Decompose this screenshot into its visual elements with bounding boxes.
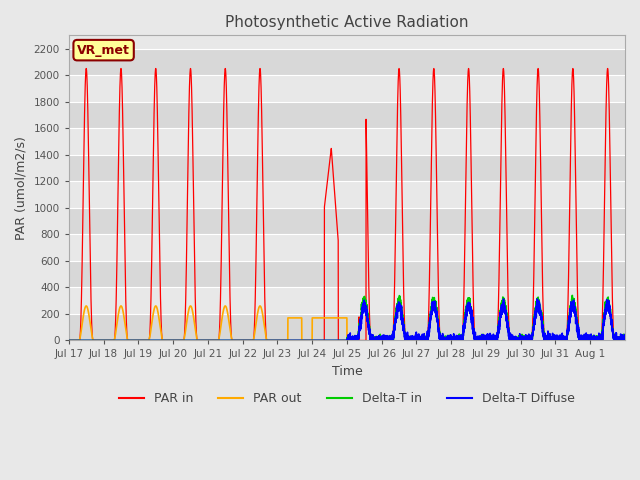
Bar: [69, 314, 625, 340]
X-axis label: Time: Time: [332, 365, 362, 378]
Bar: [69, 288, 625, 314]
Bar: [69, 102, 625, 128]
Bar: [69, 208, 625, 234]
Bar: [69, 261, 625, 288]
Bar: [69, 155, 625, 181]
Y-axis label: PAR (umol/m2/s): PAR (umol/m2/s): [15, 136, 28, 240]
Text: VR_met: VR_met: [77, 44, 130, 57]
Legend: PAR in, PAR out, Delta-T in, Delta-T Diffuse: PAR in, PAR out, Delta-T in, Delta-T Dif…: [114, 387, 580, 410]
Bar: [69, 75, 625, 102]
Bar: [69, 181, 625, 208]
Bar: [69, 128, 625, 155]
Title: Photosynthetic Active Radiation: Photosynthetic Active Radiation: [225, 15, 468, 30]
Bar: [69, 234, 625, 261]
Bar: [69, 48, 625, 75]
